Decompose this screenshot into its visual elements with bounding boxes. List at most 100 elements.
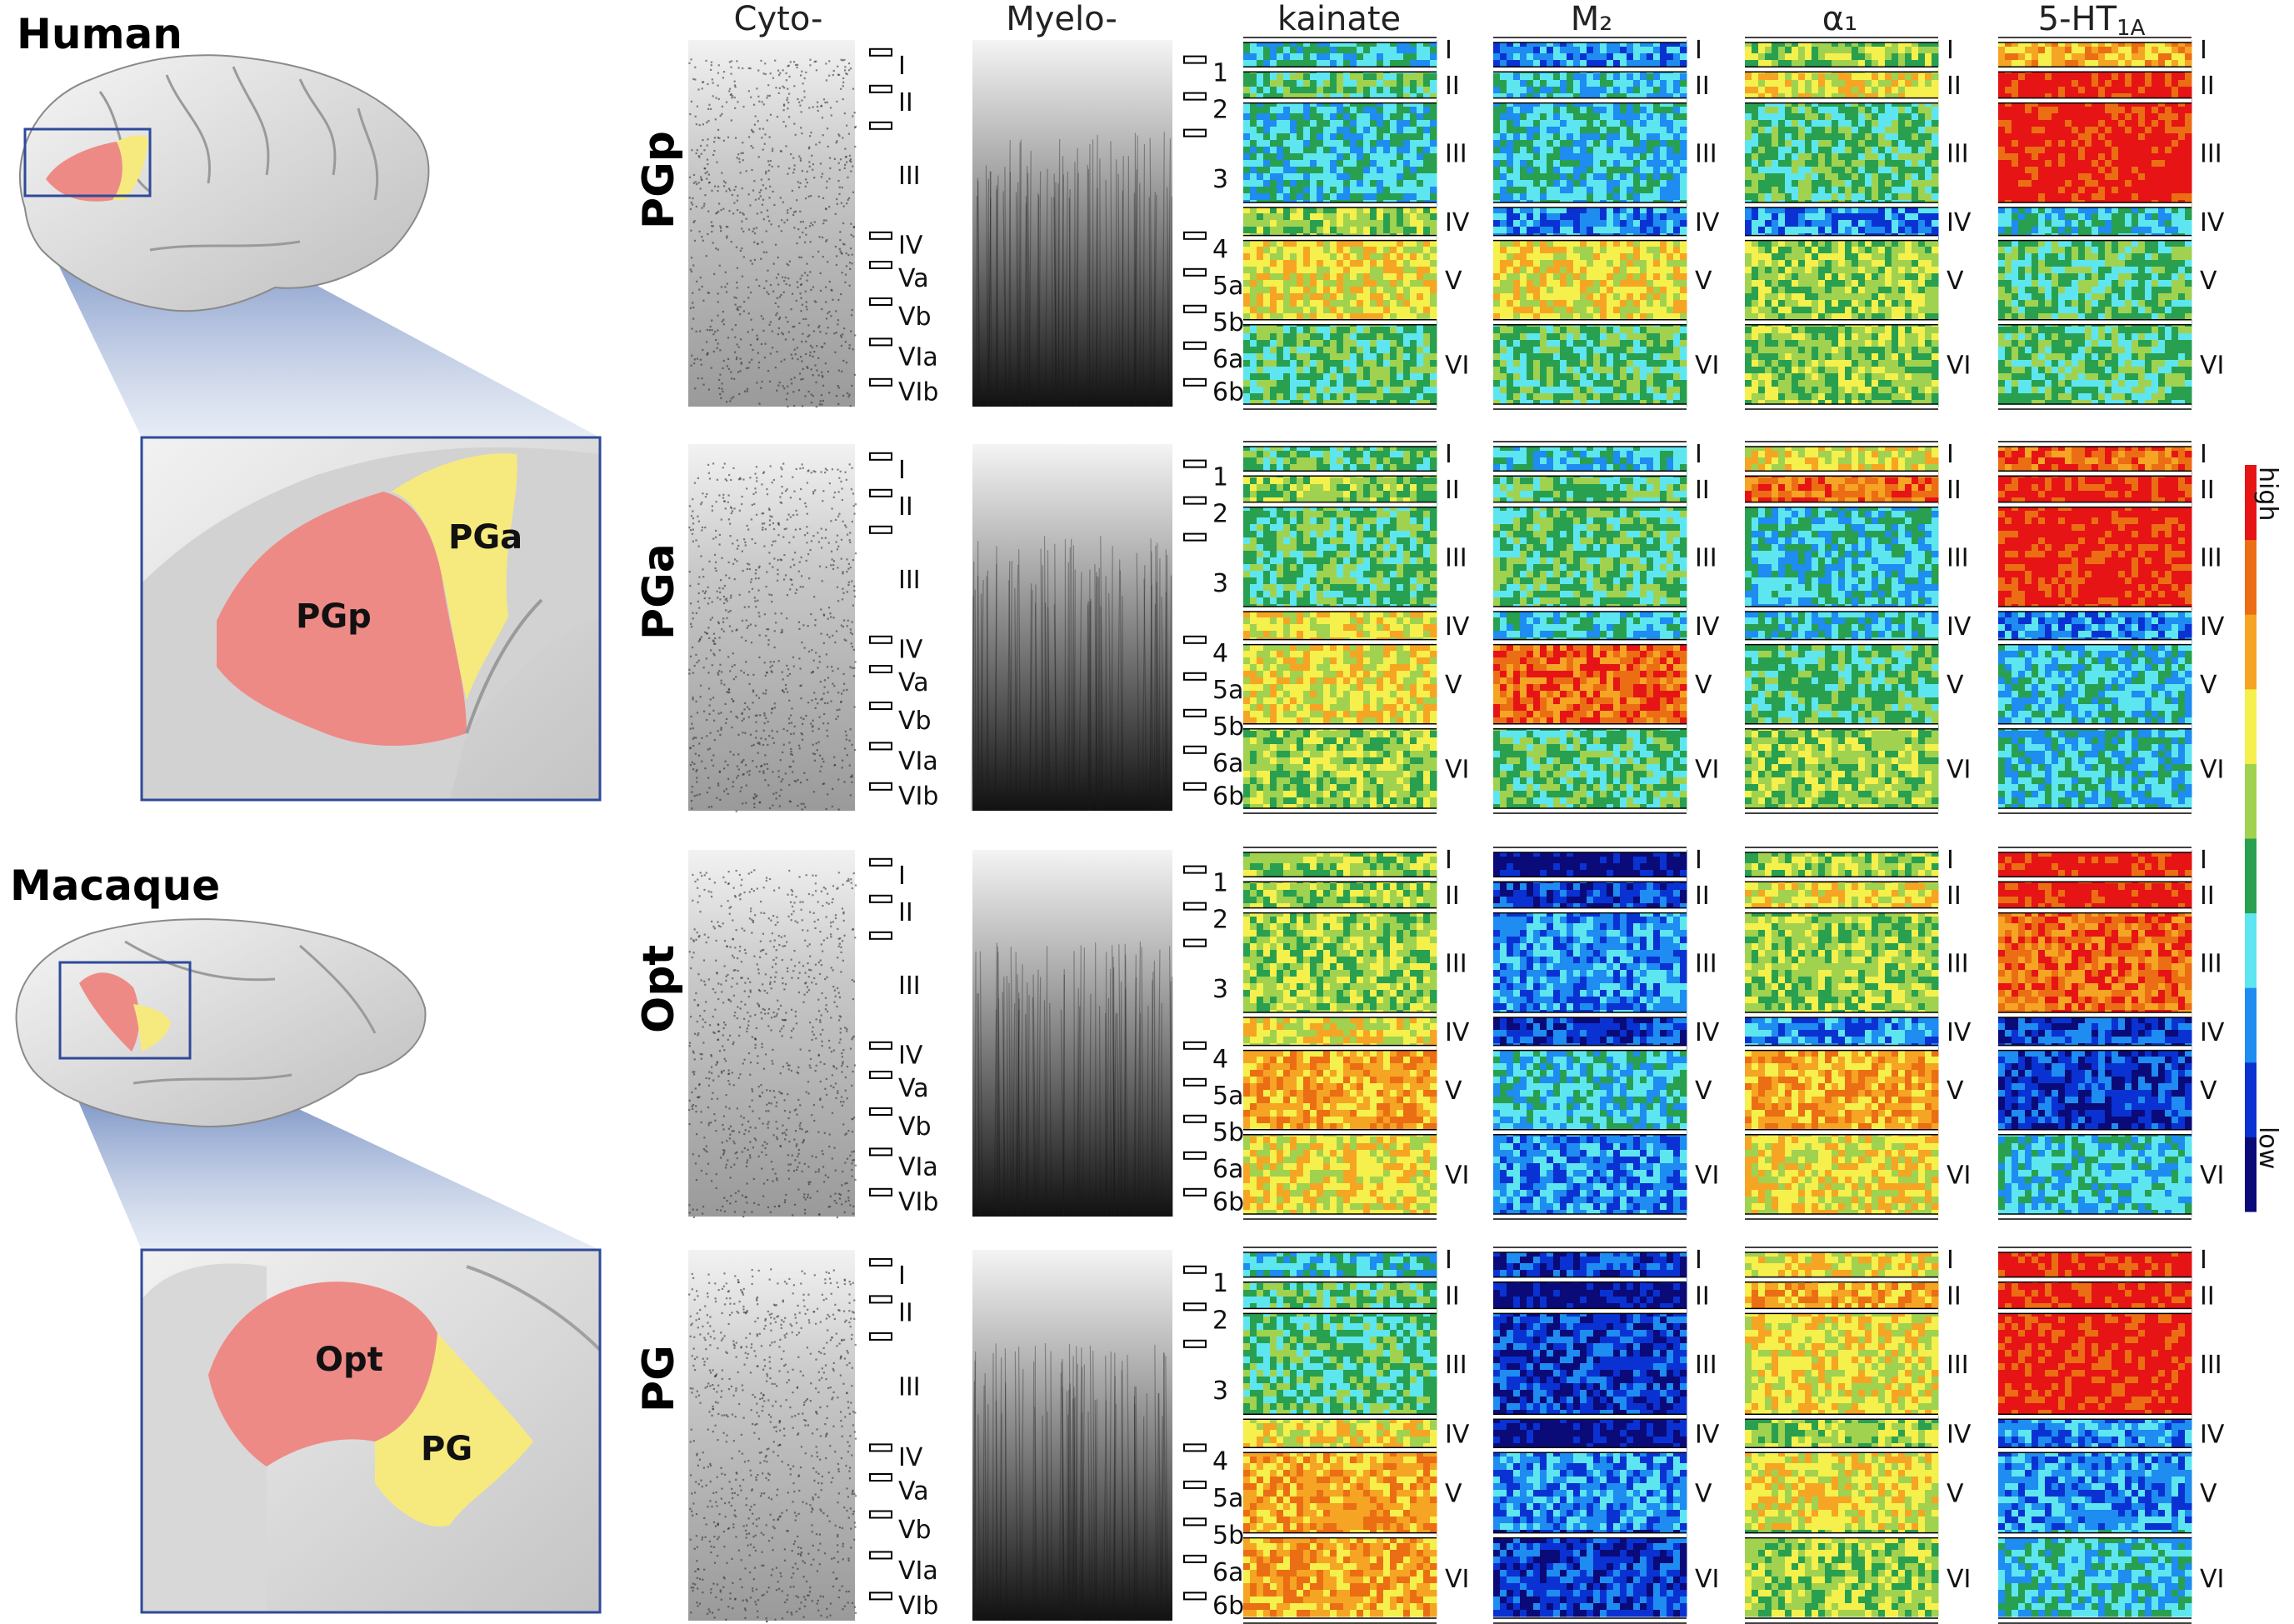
myelo-tick [1183, 1480, 1207, 1489]
myelo-layer-label: 2 [1212, 96, 1228, 125]
myelo-panel-pg [972, 1250, 1172, 1622]
receptor-layer-label: I [2200, 36, 2207, 65]
myelo-layer-label: 6a [1212, 1155, 1243, 1184]
colorbar-step [2245, 539, 2257, 615]
cyto-layer-label: II [898, 898, 913, 927]
human-zoom-pga [392, 453, 517, 700]
receptor-layer-label: IV [1445, 1420, 1470, 1449]
myelo-layer-label: 4 [1212, 1447, 1228, 1477]
receptor-layer-label: V [1695, 267, 1712, 296]
cyto-layer-label: VIb [898, 377, 938, 407]
receptor-layer-label: I [1445, 846, 1452, 875]
receptor-layer-label: II [1695, 882, 1710, 911]
receptor-layer-label: III [2200, 543, 2222, 572]
legend-low: low [2253, 1127, 2282, 1169]
receptor-layer-label: III [1947, 1351, 1969, 1380]
cyto-tick [869, 1443, 892, 1452]
macaque-zoom-opt [208, 1282, 437, 1467]
cyto-layer-label: Va [898, 668, 929, 697]
receptor-layer-label: II [2200, 476, 2215, 505]
receptor-layer-label: IV [1445, 1018, 1470, 1047]
myelo-tick [1183, 92, 1207, 101]
row-label-pga: PGa [634, 543, 684, 640]
receptor-layer-label: I [1445, 36, 1452, 65]
myelo-layer-label: 6b [1212, 377, 1244, 407]
column-headers: Cyto- Myelo- kainate M₂ α₁ 5-HT1A [734, 0, 2146, 41]
human-label-pga: PGa [448, 518, 522, 557]
receptor-layer-label: VI [1445, 755, 1469, 784]
myelo-layer-label: 6b [1212, 1187, 1244, 1217]
cyto-tick [869, 261, 892, 269]
macaque-zoom-frame [140, 1248, 602, 1614]
cyto-tick [869, 297, 892, 306]
cyto-layer-label: Vb [898, 1516, 932, 1545]
receptor-layer-label: IV [2200, 1420, 2225, 1449]
receptor-layer-label: VI [2200, 755, 2224, 784]
myelo-tick [1183, 304, 1207, 313]
human-zoom-sulcus [465, 598, 543, 734]
receptor-layer-label: VI [1947, 351, 1971, 380]
receptor-layer-label: V [1695, 1077, 1712, 1106]
myelo-layer-label: 4 [1212, 235, 1228, 264]
receptor-layer-label: I [1695, 846, 1702, 875]
cyto-tick [869, 231, 892, 240]
row-label-opt: Opt [634, 945, 684, 1033]
cyto-layer-label: I [898, 456, 906, 485]
macaque-panel: Macaque Opt PG [10, 862, 602, 1614]
receptor-layer-label: II [1445, 72, 1460, 101]
colorbar-step [2245, 987, 2257, 1063]
receptor-layer-label: I [2200, 846, 2207, 875]
legend-high: high [2253, 467, 2282, 521]
human-label-pgp: PGp [296, 597, 372, 636]
myelo-layer-label: 5b [1212, 1522, 1244, 1551]
myelo-layer-label: 6b [1212, 1592, 1244, 1621]
receptor-layer-label: II [1947, 1282, 1962, 1312]
receptor-layer-label: III [2200, 139, 2222, 168]
receptor-layer-label: I [1947, 1246, 1954, 1275]
receptor-layer-label: V [1445, 671, 1462, 700]
cyto-tick [869, 47, 892, 57]
myelo-layer-label: 3 [1212, 975, 1228, 1004]
myelo-tick [1183, 1114, 1207, 1123]
cyto-layer-label: IV [898, 1041, 923, 1070]
myelo-layer-label: 5b [1212, 1118, 1244, 1147]
receptor-layer-label: III [1695, 949, 1717, 978]
myelo-tick [1183, 231, 1207, 240]
human-title: Human [17, 10, 182, 58]
colorbar-step [2245, 763, 2257, 839]
cyto-tick [869, 525, 892, 534]
cyto-layer-label: II [898, 492, 913, 522]
macaque-label-pg: PG [421, 1430, 472, 1468]
receptor-layer-label: II [1695, 72, 1710, 101]
receptor-layer-label: V [2200, 1479, 2217, 1508]
myelo-layer-label: 6a [1212, 345, 1243, 374]
myelo-tick [1183, 1443, 1207, 1452]
myelo-layer-label: 1 [1212, 869, 1228, 898]
receptor-layer-label: VI [1695, 351, 1719, 380]
receptor-layer-label: III [1695, 543, 1717, 572]
macaque-brain-sulci [124, 940, 377, 1085]
cyto-tick [869, 782, 892, 791]
human-brain [18, 54, 430, 312]
myelo-tick [1183, 377, 1207, 387]
cyto-tick [869, 1510, 892, 1519]
receptor-layer-label: III [1695, 1351, 1717, 1380]
myelo-tick [1183, 341, 1207, 350]
myelo-tick [1183, 1517, 1207, 1527]
receptor-layer-label: VI [1445, 1565, 1469, 1594]
panel-grid: IIIIIIIVVaVbVIaVIb12345a5b6a6bIIIIIIIVVV… [688, 36, 2225, 1624]
cyto-layer-label: Vb [898, 1112, 932, 1142]
cyto-tick [869, 337, 892, 347]
myelo-tick [1183, 708, 1207, 717]
receptor-layer-label: IV [1695, 208, 1720, 237]
cyto-tick [869, 84, 892, 93]
receptor-layer-label: VI [2200, 1161, 2224, 1190]
myelo-layer-label: 3 [1212, 569, 1228, 598]
receptor-layer-label: IV [1947, 1420, 1972, 1449]
header-alpha1: α₁ [1822, 0, 1857, 38]
myelo-layer-label: 5b [1212, 308, 1244, 337]
